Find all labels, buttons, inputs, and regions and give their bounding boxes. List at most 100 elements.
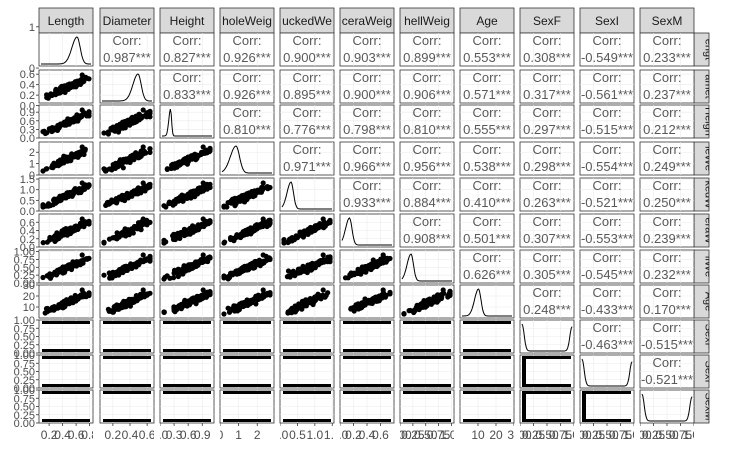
corr-label: Corr:	[233, 33, 262, 48]
panel-9-4	[279, 354, 335, 389]
x-tick-label: 1.00	[440, 428, 464, 442]
scatter-points	[343, 356, 391, 387]
panel-5-3	[219, 213, 275, 248]
corr-value: 0.971***	[283, 159, 331, 174]
panel-9-3	[219, 354, 275, 389]
y-tick-label: 0.2	[20, 234, 35, 246]
y-tick-label: 1.00	[14, 247, 35, 259]
panel-10-10	[639, 389, 695, 424]
y-tick-label: 1.00	[14, 350, 35, 362]
panel-6-8: Corr: 0.305***	[519, 249, 575, 284]
panel-10-5	[339, 389, 395, 424]
panel-2-4: Corr: 0.776***	[279, 104, 335, 139]
panel-9-5	[339, 354, 395, 389]
corr-label: Corr:	[413, 142, 442, 157]
x-tick-label: 0.0	[332, 428, 349, 442]
scatter-points	[40, 180, 92, 210]
scatter-points	[40, 216, 92, 246]
panel-2-7: Corr: 0.555***	[459, 104, 515, 139]
corr-value: 0.903***	[343, 50, 391, 65]
y-tick-label: 0.4	[20, 80, 35, 92]
y-tick-label: 0.4	[20, 226, 35, 238]
corr-value: 0.833***	[163, 87, 211, 102]
corr-value: -0.515***	[581, 122, 633, 137]
y-tick-label: 0.6	[20, 69, 35, 81]
scatter-points	[161, 180, 213, 210]
row-strip-9: SexI	[693, 354, 710, 389]
panel-3-2	[159, 141, 215, 176]
x-tick-label: 0.50	[655, 428, 679, 442]
x-tick-label: 0.3	[166, 428, 183, 442]
scatter-points	[221, 216, 273, 246]
panel-5-8: Corr: 0.307***	[519, 213, 575, 248]
scatter-points	[101, 252, 153, 281]
x-tick-label: 0.0	[272, 428, 289, 442]
corr-label: Corr:	[413, 178, 442, 193]
scatter-points	[161, 287, 213, 315]
panel-6-10: Corr: 0.232***	[639, 249, 695, 284]
scatter-points	[284, 252, 333, 280]
x-tick-label: 1	[235, 428, 242, 442]
corr-value: 0.776***	[283, 122, 331, 137]
scatter-points	[103, 180, 153, 208]
y-axis-10: 0.000.250.500.751.00	[14, 385, 39, 430]
panel-6-2	[159, 249, 215, 284]
panel-2-0	[38, 104, 94, 139]
panel-0-6: Corr: 0.899***	[399, 32, 455, 67]
x-tick-label: 0	[217, 428, 224, 442]
corr-value: 0.933***	[343, 195, 391, 210]
y-tick-label: 30	[23, 280, 35, 292]
scatter-points	[403, 321, 451, 352]
scatter-points	[103, 356, 151, 387]
density-curve	[41, 36, 91, 65]
panel-1-9: Corr: -0.561***	[579, 69, 635, 104]
scatter-points	[221, 252, 273, 282]
panel-6-7: Corr: 0.626***	[459, 249, 515, 284]
panel-3-9: Corr: -0.554***	[579, 141, 635, 176]
y-tick-label: 0.0	[20, 242, 35, 254]
panel-10-9	[579, 389, 635, 424]
panel-8-0	[38, 319, 94, 354]
panel-3-4: Corr: 0.971***	[279, 141, 335, 176]
corr-value: 0.908***	[403, 231, 451, 246]
panel-8-5	[339, 319, 395, 354]
corr-value: 0.305***	[523, 267, 571, 282]
panel-6-3	[219, 249, 275, 284]
corr-label: Corr:	[533, 250, 562, 265]
corr-label: Corr:	[653, 178, 682, 193]
scatter-points	[348, 287, 393, 314]
scatter-points	[522, 356, 571, 387]
panel-9-1	[99, 354, 155, 389]
corr-value: 0.956***	[403, 159, 451, 174]
panel-5-7: Corr: 0.501***	[459, 213, 515, 248]
corr-label: Corr:	[293, 33, 322, 48]
corr-label: Corr:	[593, 285, 622, 300]
panel-4-1	[99, 177, 155, 212]
panel-0-2: Corr: 0.827***	[159, 32, 215, 67]
panel-4-10: Corr: 0.250***	[639, 177, 695, 212]
scatter-points	[522, 391, 571, 422]
corr-label: Corr:	[173, 33, 202, 48]
panel-6-1	[99, 249, 155, 284]
column-strip-label: Height	[170, 14, 205, 28]
corr-value: 0.249***	[643, 159, 691, 174]
corr-label: Corr:	[653, 142, 682, 157]
panel-1-0	[38, 69, 94, 104]
corr-label: Corr:	[473, 70, 502, 85]
panel-5-0	[38, 213, 94, 248]
corr-label: Corr:	[653, 105, 682, 120]
corr-label: Corr:	[473, 214, 502, 229]
panel-0-0	[38, 32, 94, 67]
panel-8-8	[519, 319, 575, 354]
row-strip-8: SexF	[693, 319, 710, 354]
panel-8-10: Corr: -0.515***	[639, 319, 695, 354]
corr-value: 0.884***	[403, 195, 451, 210]
x-tick-label: 10	[471, 428, 485, 442]
corr-value: 0.626***	[463, 267, 511, 282]
y-tick-label: 0.0	[20, 206, 35, 218]
panel-4-0	[38, 177, 94, 212]
panel-1-5: Corr: 0.900***	[339, 69, 395, 104]
panel-2-2	[159, 104, 215, 139]
corr-label: Corr:	[353, 178, 382, 193]
corr-value: 0.827***	[163, 50, 211, 65]
